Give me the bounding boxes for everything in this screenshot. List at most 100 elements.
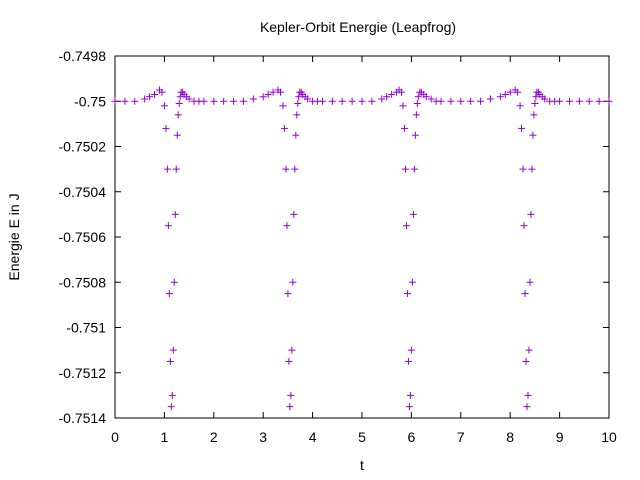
data-point [175,100,183,108]
x-tick-label: 1 [161,429,169,445]
y-tick-label: -0.7498 [59,48,107,64]
data-point [437,97,445,105]
data-point [422,93,430,101]
data-point [276,88,284,96]
data-point [160,102,168,110]
data-point [501,90,509,98]
data-point [523,403,531,411]
data-point [530,111,538,119]
data-point [405,403,413,411]
data-point [293,111,301,119]
data-point [556,97,564,105]
data-point [131,97,139,105]
data-point [522,357,530,365]
data-point [141,95,149,103]
data-point [496,93,504,101]
data-point [291,165,299,173]
data-point [412,111,420,119]
data-point [516,102,524,110]
data-point [521,290,529,298]
data-point [210,97,218,105]
data-point [146,93,154,101]
x-tick-label: 5 [358,429,366,445]
x-tick-label: 3 [259,429,267,445]
y-tick-label: -0.7512 [59,365,107,381]
data-point [282,165,290,173]
data-point [575,97,583,105]
data-point [447,97,455,105]
data-point [279,102,287,110]
x-tick-label: 0 [111,429,119,445]
data-point [264,90,272,98]
data-point [165,290,173,298]
data-point [230,97,238,105]
data-point [185,95,193,103]
data-point [121,97,129,105]
data-point [565,97,573,105]
data-point [427,95,435,103]
data-point [348,97,356,105]
data-point [287,391,295,399]
data-point [318,97,326,105]
data-point [527,210,535,218]
chart-title: Kepler-Orbit Energie (Leapfrog) [260,19,456,35]
y-axis-label: Energie E in J [6,193,22,280]
data-point [294,100,302,108]
data-point [284,290,292,298]
x-tick-label: 6 [408,429,416,445]
data-point [506,88,514,96]
data-point [166,357,174,365]
data-point [401,165,409,173]
data-point [399,102,407,110]
data-point [304,95,312,103]
data-point [162,124,170,132]
data-point [408,278,416,286]
data-point [283,222,291,230]
data-point [164,222,172,230]
data-point [280,124,288,132]
data-point [595,97,603,105]
data-point [519,165,527,173]
data-point [411,131,419,139]
data-point [383,93,391,101]
data-point [167,403,175,411]
data-point [467,97,475,105]
data-point [541,95,549,103]
data-point [457,97,465,105]
data-point [518,124,526,132]
data-point [605,97,613,105]
data-point [328,97,336,105]
x-axis: 0 1 2 3 4 5 6 7 8 9 10 [111,56,617,445]
data-point [524,391,532,399]
y-axis: -0.7498 -0.75 -0.7502 -0.7504 -0.7506 -0.7508… [59,48,609,426]
data-point [172,165,180,173]
x-tick-label: 10 [601,429,617,445]
data-point [526,278,534,286]
data-point [249,95,257,103]
data-point [292,131,300,139]
x-tick-label: 4 [309,429,317,445]
data-point [358,97,366,105]
data-point [406,391,414,399]
y-tick-label: -0.7514 [59,410,107,426]
data-point [169,346,177,354]
data-point [151,90,159,98]
data-point [477,97,485,105]
data-point [200,97,208,105]
data-point [413,100,421,108]
data-point [239,97,247,105]
data-point [285,357,293,365]
data-point [404,357,412,365]
y-tick-label: -0.75 [74,93,106,109]
data-point [176,93,184,101]
plot-frame [114,55,610,419]
y-tick-label: -0.7504 [59,184,107,200]
x-tick-label: 2 [210,429,218,445]
x-axis-label: t [360,457,364,473]
data-point [414,93,422,101]
y-tick-label: -0.7506 [59,229,107,245]
data-point [403,290,411,298]
data-point [520,222,528,230]
data-point [289,278,297,286]
